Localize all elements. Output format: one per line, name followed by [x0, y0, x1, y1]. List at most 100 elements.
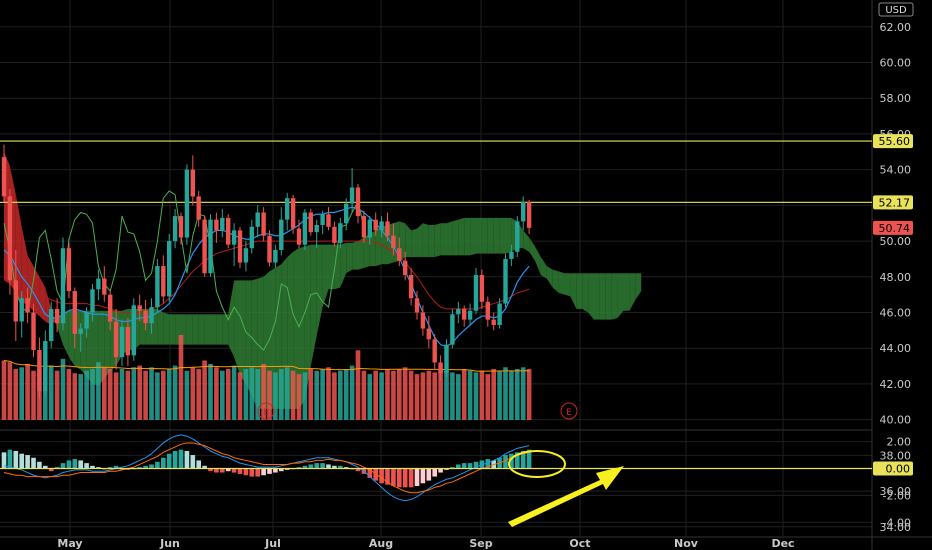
- candle-body: [60, 248, 66, 324]
- indicator-lines: [0, 140, 872, 351]
- price-label-text: 52.17: [879, 196, 911, 209]
- cloud-bull-segment: [576, 273, 583, 309]
- volume-bar: [225, 369, 231, 420]
- macd-histogram-bar: [13, 451, 19, 469]
- macd-histogram-bar: [66, 460, 72, 469]
- candle-body: [444, 344, 449, 374]
- macd-histogram-bar: [184, 451, 190, 469]
- macd-tick-label: -2.00: [883, 489, 911, 502]
- candle-body: [13, 280, 18, 322]
- macd-histogram-bar: [438, 468, 443, 473]
- macd-histogram-bar: [461, 463, 467, 469]
- volume-bar: [355, 350, 361, 420]
- cloud-bull-segment: [192, 314, 199, 345]
- macd-histogram-bar: [332, 465, 337, 469]
- volume-bar: [119, 369, 125, 420]
- candle-body: [338, 223, 343, 243]
- volume-bar: [456, 374, 461, 420]
- price-tick-label: 36.00: [880, 485, 912, 498]
- macd-histogram-bar: [72, 459, 78, 469]
- volume-bar: [467, 370, 473, 420]
- macd-histogram-bar: [143, 465, 148, 469]
- macd-tick-label: 2.00: [887, 436, 912, 449]
- macd-histogram-bar: [249, 468, 255, 477]
- cloud-bull-segment: [629, 273, 636, 311]
- price-axis[interactable]: 62.0060.0058.0056.0054.0052.0050.0048.00…: [873, 2, 914, 534]
- volume-bar: [249, 367, 255, 420]
- cloud-bull-segment: [310, 244, 317, 367]
- volume-bar: [408, 370, 414, 420]
- cloud-bull-segment: [204, 314, 211, 345]
- candle-body: [90, 289, 95, 313]
- cloud-bull-segment: [86, 310, 93, 384]
- macd-histogram-bar: [90, 465, 95, 469]
- candle-body: [515, 221, 520, 252]
- candle-body: [320, 214, 325, 225]
- cloud-bull-segment: [546, 266, 553, 288]
- candle-body: [72, 291, 77, 334]
- macd-histogram-bar: [279, 468, 284, 472]
- macd-histogram-bar: [397, 468, 402, 488]
- macd-histogram-bar: [426, 468, 432, 481]
- volume-bar: [172, 365, 178, 420]
- volume-bar: [90, 369, 95, 420]
- cloud-bull-segment: [169, 314, 176, 345]
- volume-bar: [1, 360, 7, 420]
- cloud-bull-segment: [157, 308, 164, 345]
- candles: [1, 144, 532, 399]
- candle-body: [78, 328, 83, 334]
- volume-bar: [72, 373, 78, 420]
- volume-bar: [461, 369, 467, 420]
- macd-histogram-bar: [31, 457, 36, 469]
- macd-histogram-bar: [125, 468, 131, 470]
- volume-bar: [66, 369, 72, 420]
- candle-body: [479, 275, 485, 302]
- currency-label: USD: [885, 5, 907, 16]
- candle-body: [137, 305, 142, 311]
- candle-body: [414, 298, 420, 313]
- arrow-annotation: [508, 466, 624, 527]
- macd-histogram-bar: [84, 463, 89, 469]
- price-tick-label: 48.00: [880, 271, 912, 284]
- volume-bar: [338, 370, 343, 420]
- volume-bar: [261, 363, 266, 420]
- macd-histogram-bar: [107, 467, 113, 469]
- cloud-bull-segment: [322, 244, 329, 308]
- candle-body: [473, 275, 479, 311]
- volume-bar: [237, 372, 243, 420]
- candle-body: [285, 198, 290, 220]
- cloud-bull-segment: [240, 280, 246, 384]
- macd-histogram-bar: [113, 465, 119, 469]
- macd-histogram-bar: [78, 460, 83, 469]
- price-tick-label: 34.00: [880, 521, 912, 534]
- time-axis[interactable]: May Jun Jul Aug Sep Oct Nov Dec: [57, 537, 794, 550]
- candle-body: [155, 266, 160, 308]
- candle-body: [361, 216, 367, 238]
- macd-histogram-bar: [137, 467, 142, 469]
- price-label-text: 55.60: [879, 135, 911, 148]
- volume-bar: [314, 370, 319, 420]
- volume-bar: [420, 372, 426, 420]
- candle-body: [96, 278, 101, 290]
- cloud-bull-segment: [535, 246, 541, 275]
- volume-bar: [31, 370, 36, 420]
- macd-histogram-bar: [261, 468, 266, 476]
- volume-bar: [491, 369, 496, 420]
- candle-body: [184, 169, 190, 238]
- cloud-bull-segment: [594, 273, 600, 320]
- macd-histogram-bar: [25, 455, 30, 469]
- time-tick-label: Jul: [264, 537, 281, 550]
- earnings-label: E: [566, 408, 572, 418]
- volume-bar: [497, 370, 502, 420]
- candle-body: [267, 235, 272, 263]
- volume-bar: [432, 372, 437, 420]
- price-tick-label: 60.00: [880, 57, 912, 70]
- signal-line: [3, 442, 530, 494]
- candle-body: [172, 216, 178, 242]
- cloud-bull-segment: [434, 223, 441, 258]
- macd-histogram-bar: [225, 468, 231, 472]
- cloud-bull-segment: [540, 257, 547, 279]
- macd-histogram-bar: [367, 468, 373, 478]
- macd-histogram-bar: [255, 468, 260, 477]
- cloud-bull-segment: [104, 310, 111, 379]
